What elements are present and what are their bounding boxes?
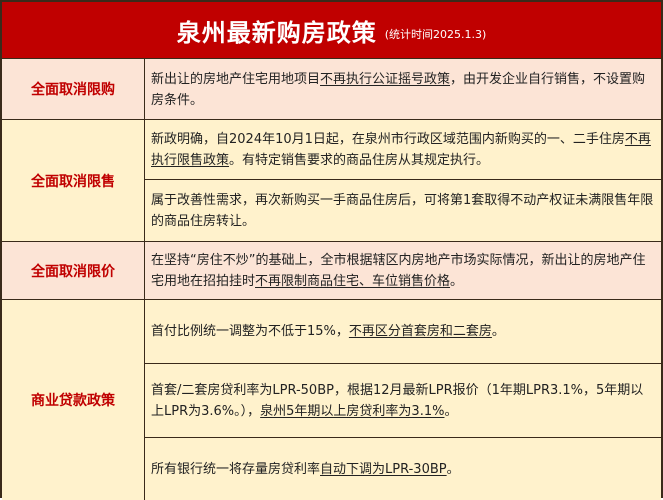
policy-label: 全面取消限购 bbox=[2, 59, 145, 119]
detail-text: 首套/二套房贷利率为LPR-50BP，根据12月最新LPR报价（1年期LPR3.… bbox=[151, 382, 644, 419]
highlighted-text: 不再执行公证摇号政策 bbox=[320, 71, 451, 87]
policy-detail: 新出让的房地产住宅用地项目不再执行公证摇号政策，由开发企业自行销售，不设置购房条… bbox=[145, 59, 661, 120]
page-title: 泉州最新购房政策 bbox=[176, 18, 377, 47]
detail-text: 新出让的房地产住宅用地项目 bbox=[151, 71, 321, 87]
policy-row-purchase-restriction: 全面取消限购 新出让的房地产住宅用地项目不再执行公证摇号政策，由开发企业自行销售，… bbox=[2, 59, 661, 120]
policy-detail: 在坚持“房住不炒”的基础上，全市根据辖区内房地产市场实际情况，新出让的房地产住宅… bbox=[145, 242, 661, 300]
highlighted-text: 不再区分首套房和二套房 bbox=[348, 324, 492, 339]
highlighted-text: 自动下调为LPR-30BP bbox=[320, 461, 447, 477]
table-header: 泉州最新购房政策 (统计时间2025.1.3) bbox=[2, 2, 661, 59]
detail-text: 。 bbox=[450, 274, 464, 289]
detail-text: 新政明确，自2024年10月1日起，在泉州市行政区域范围内新购买的一、二手住房 bbox=[151, 131, 625, 147]
policy-detail: 属于改善性需求，再次新购买一手商品住房后，可将第1套取得不动产权证未满限售年限的… bbox=[145, 180, 661, 242]
highlighted-text: 不再执行限售政策 bbox=[151, 131, 651, 168]
policy-row-price-restriction: 全面取消限价 在坚持“房住不炒”的基础上，全市根据辖区内房地产市场实际情况，新出让… bbox=[2, 242, 661, 300]
detail-text: 所有银行统一将存量房贷利率 bbox=[151, 461, 321, 477]
detail-text: 。 bbox=[444, 403, 458, 419]
policy-detail: 新政明确，自2024年10月1日起，在泉州市行政区域范围内新购买的一、二手住房不… bbox=[145, 120, 661, 180]
policy-detail: 首付比例统一调整为不低于15%，不再区分首套房和二套房。 bbox=[145, 300, 661, 364]
policy-label: 全面取消限价 bbox=[2, 242, 145, 299]
policy-detail: 所有银行统一将存量房贷利率自动下调为LPR-30BP。 bbox=[145, 438, 661, 500]
detail-text: 在坚持“房住不炒”的基础上，全市根据辖区内房地产市场实际情况，新出让的房地产住宅… bbox=[151, 253, 646, 289]
policy-label: 全面取消限售 bbox=[2, 120, 145, 241]
policy-row-sale-restriction: 全面取消限售 新政明确，自2024年10月1日起，在泉州市行政区域范围内新购买的一… bbox=[2, 120, 661, 242]
detail-text: 。 bbox=[446, 461, 460, 477]
detail-text: 。 bbox=[491, 324, 505, 339]
stat-date: (统计时间2025.1.3) bbox=[384, 28, 487, 41]
detail-text: 首付比例统一调整为不低于15%， bbox=[151, 324, 349, 339]
detail-text: ，由开发企业自行销售，不设置购房条件。 bbox=[151, 71, 646, 108]
policy-row-commercial-loan: 商业贷款政策 首付比例统一调整为不低于15%，不再区分首套房和二套房。 首套/二套房… bbox=[2, 300, 661, 500]
detail-text: 。有特定销售要求的商品住房从其规定执行。 bbox=[229, 152, 490, 168]
detail-text: 属于改善性需求，再次新购买一手商品住房后，可将第1套取得不动产权证未满限售年限的… bbox=[151, 193, 654, 229]
highlighted-text: 不再限制商品住宅、车位销售价格 bbox=[255, 274, 451, 289]
policy-label: 商业贷款政策 bbox=[2, 300, 145, 500]
policy-detail: 首套/二套房贷利率为LPR-50BP，根据12月最新LPR报价（1年期LPR3.… bbox=[145, 364, 661, 438]
highlighted-text: 泉州5年期以上房贷利率为3.1% bbox=[260, 403, 445, 419]
